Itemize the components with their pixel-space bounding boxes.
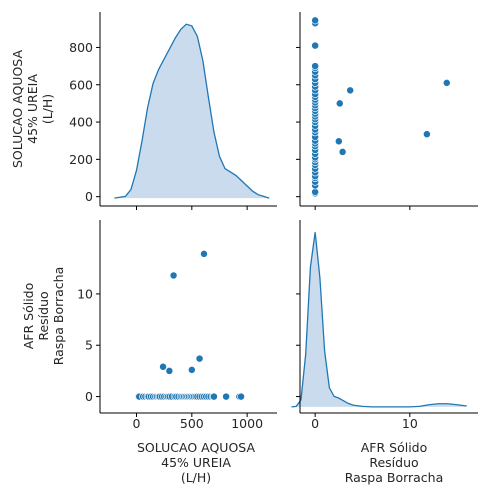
scatter01-point xyxy=(311,16,320,25)
axis-labels: SOLUCAO AQUOSA 45% UREIA (L/H) AFR Sólido Re… xyxy=(10,50,443,485)
row0-yaxis-tick-label: 600 xyxy=(69,77,93,92)
panel-kde-var0: 0 200 400 600 800 xyxy=(69,12,277,210)
row1-yaxis-tick: 10 xyxy=(77,286,100,301)
row1-yaxis-tick-label: 0 xyxy=(85,389,93,404)
col1-xaxis-tick: 0 xyxy=(311,413,319,431)
scatter10-point xyxy=(169,271,178,280)
col0-xaxis-tick: 1000 xyxy=(231,413,263,431)
panel-scatter-var1-vs-var0: 0 5 10 0 500 1000 xyxy=(77,220,277,431)
scatter10-point xyxy=(209,392,218,401)
scatter01-point xyxy=(335,99,344,108)
scatter01-point xyxy=(311,62,320,71)
row1-yaxis-tick-label: 10 xyxy=(77,286,93,301)
col1-xaxis-tick-label: 0 xyxy=(311,416,319,431)
row1-yaxis-tick-label: 5 xyxy=(85,338,93,353)
col0-xaxis-tick-label: 500 xyxy=(180,416,204,431)
scatter01-point xyxy=(334,137,343,146)
scatter01-point xyxy=(311,41,320,50)
kde-var0-area xyxy=(114,24,270,199)
row0-yaxis-tick: 600 xyxy=(69,77,100,92)
xlabel-var1: AFR Sólido Resíduo Raspa Borracha xyxy=(345,440,444,485)
panel-kde-var1: 0 10 xyxy=(291,220,478,431)
scatter01-point xyxy=(338,147,347,156)
col0-xaxis-tick: 500 xyxy=(180,413,204,431)
scatter10-point xyxy=(237,392,245,401)
kde-var1-line xyxy=(291,232,467,408)
scatter01-point xyxy=(311,188,320,196)
row1-yaxis-tick: 5 xyxy=(85,338,100,353)
scatter01-point xyxy=(442,78,451,87)
row0-yaxis-tick-label: 800 xyxy=(69,40,93,55)
col1-xaxis-tick: 10 xyxy=(402,413,418,431)
scatter10-point xyxy=(195,354,204,363)
row0-yaxis-tick-label: 400 xyxy=(69,115,93,130)
scatter01-point xyxy=(422,130,431,139)
xlabel-var0: SOLUCAO AQUOSA 45% UREIA (L/H) xyxy=(137,440,255,485)
row0-yaxis-tick-label: 200 xyxy=(69,152,93,167)
row0-yaxis-tick: 200 xyxy=(69,152,100,167)
col0-xaxis-tick-label: 1000 xyxy=(231,416,263,431)
panel-scatter-var0-vs-var1 xyxy=(296,12,478,210)
scatter10-point xyxy=(200,249,208,258)
ylabel-var1: AFR SólidoResíduoRaspa Borracha xyxy=(21,267,66,366)
row0-yaxis-tick-label: 0 xyxy=(85,189,93,204)
row0-yaxis-tick: 0 xyxy=(85,189,100,204)
row0-yaxis-tick: 800 xyxy=(69,40,100,55)
scatter10-point xyxy=(187,365,196,374)
scatter01-point xyxy=(346,86,355,95)
scatter10-point xyxy=(159,362,168,371)
kde-var1-area xyxy=(291,232,467,407)
scatter10-point xyxy=(222,392,231,401)
col0-xaxis-tick: 0 xyxy=(133,413,141,431)
col1-xaxis-tick-label: 10 xyxy=(402,416,418,431)
kde-var0-line xyxy=(114,23,270,199)
col0-xaxis-tick-label: 0 xyxy=(133,416,141,431)
row0-yaxis-tick: 400 xyxy=(69,115,100,130)
ylabel-var0: SOLUCAO AQUOSA45% UREIA(L/H) xyxy=(10,50,55,168)
row1-yaxis-tick: 0 xyxy=(85,389,100,404)
scatter10-point xyxy=(165,366,174,375)
